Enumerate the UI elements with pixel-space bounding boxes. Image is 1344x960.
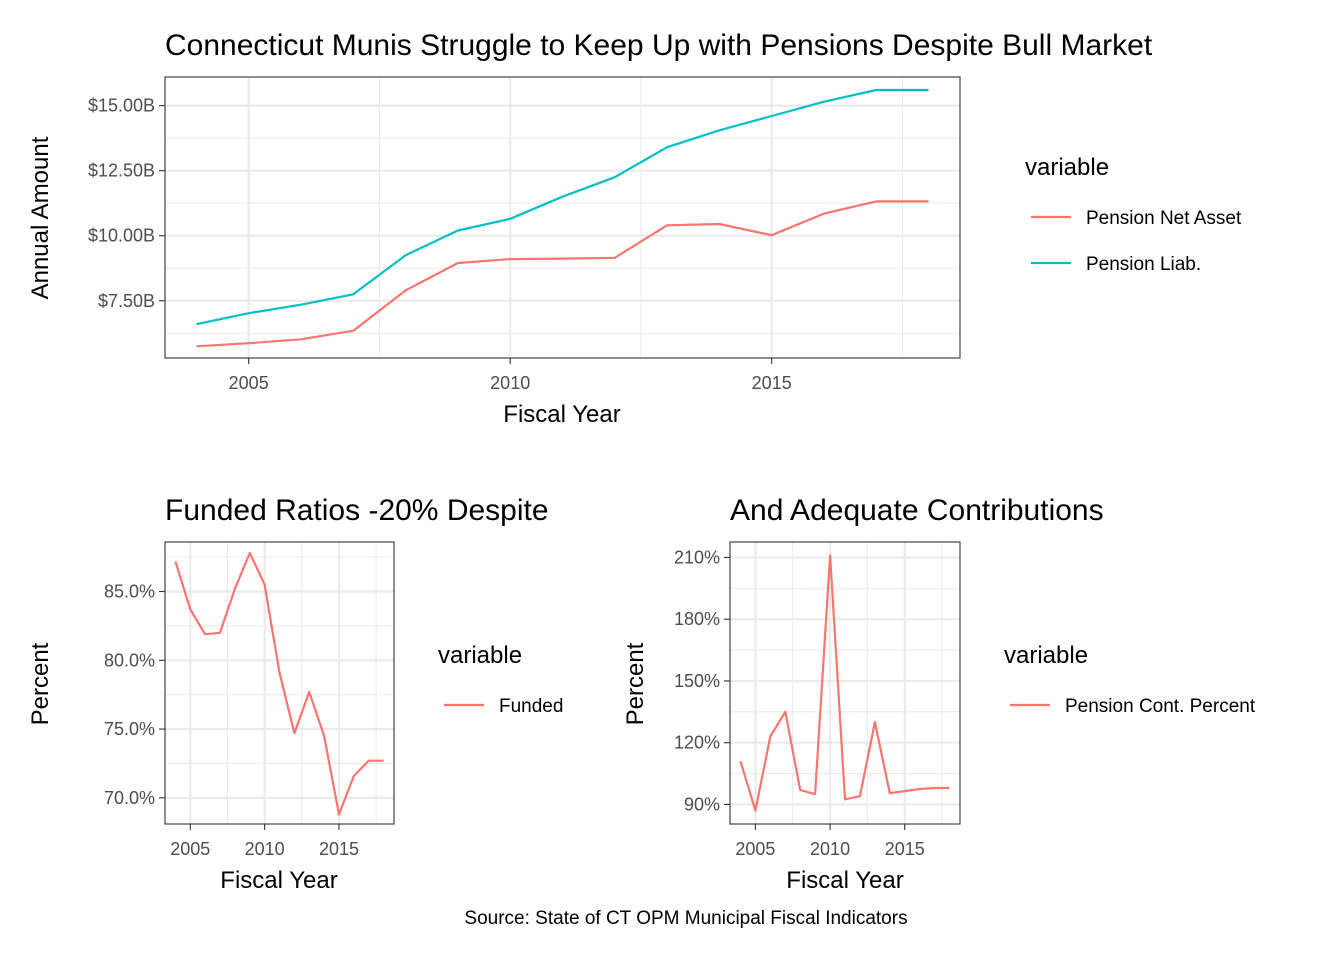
y-tick-label: 85.0% <box>104 582 155 602</box>
panel-pension-amounts: Connecticut Munis Struggle to Keep Up wi… <box>27 29 1242 428</box>
panel-funded-ratios: Funded Ratios -20% Despite 70.0% 75.0% 80.… <box>27 494 563 894</box>
plot-series <box>739 554 950 812</box>
x-tick-label: 2005 <box>170 839 210 859</box>
plot-series <box>196 88 929 348</box>
legend-title: variable <box>438 642 522 669</box>
axis-ticks: $7.50B $10.00B $12.50B $15.00B 2005 2010 2015 <box>88 96 792 393</box>
x-axis-title: Fiscal Year <box>786 867 903 894</box>
legend: variable Pension Net Asset Pension Liab. <box>1025 154 1242 275</box>
y-tick-label: 180% <box>674 609 720 629</box>
legend: variable Pension Cont. Percent <box>1004 642 1256 717</box>
y-tick-label: $15.00B <box>88 96 155 116</box>
panel-contributions: And Adequate Contributions 90% 120% 150% 18… <box>622 494 1256 894</box>
y-tick-label: 90% <box>684 794 720 814</box>
x-tick-label: 2015 <box>752 373 792 393</box>
plot-panel-border <box>164 76 961 359</box>
source-caption: Source: State of CT OPM Municipal Fiscal… <box>464 908 907 929</box>
legend-title: variable <box>1004 642 1088 669</box>
x-tick-label: 2010 <box>245 839 285 859</box>
chart-title: And Adequate Contributions <box>730 494 1104 527</box>
x-axis-title: Fiscal Year <box>503 401 620 428</box>
y-tick-label: $7.50B <box>98 291 155 311</box>
y-axis-title: Annual Amount <box>27 136 54 299</box>
plot-grid <box>730 542 960 824</box>
y-tick-label: 80.0% <box>104 650 155 670</box>
chart-title: Connecticut Munis Struggle to Keep Up wi… <box>165 29 1153 62</box>
y-tick-label: 210% <box>674 547 720 567</box>
legend-label-pension-cont-percent: Pension Cont. Percent <box>1065 696 1256 717</box>
plot-background <box>730 542 960 824</box>
plot-background <box>165 77 960 358</box>
plot-grid <box>165 542 394 824</box>
plot-background <box>165 542 394 824</box>
plot-panel-border <box>729 541 961 825</box>
y-tick-label: $10.00B <box>88 226 155 246</box>
legend-label-funded: Funded <box>499 696 563 717</box>
axis-ticks: 70.0% 75.0% 80.0% 85.0% 2005 2010 2015 <box>104 582 359 859</box>
y-tick-label: 75.0% <box>104 719 155 739</box>
x-tick-label: 2005 <box>735 839 775 859</box>
series-line-pension-net-asset <box>196 200 929 348</box>
series-line-pension-liab <box>196 88 929 326</box>
x-tick-label: 2015 <box>885 839 925 859</box>
x-axis-title: Fiscal Year <box>220 867 337 894</box>
y-axis-title: Percent <box>27 642 54 725</box>
x-tick-label: 2015 <box>319 839 359 859</box>
y-tick-label: $12.50B <box>88 161 155 181</box>
plot-series <box>174 551 384 816</box>
x-tick-label: 2010 <box>810 839 850 859</box>
axis-ticks: 90% 120% 150% 180% 210% 2005 2010 2015 <box>674 547 925 859</box>
plot-panel-border <box>164 541 395 825</box>
y-tick-label: 150% <box>674 671 720 691</box>
chart-title: Funded Ratios -20% Despite <box>165 494 549 527</box>
series-line-funded <box>174 551 384 816</box>
plot-grid <box>165 77 960 358</box>
legend-title: variable <box>1025 154 1109 181</box>
legend-label-pension-liab: Pension Liab. <box>1086 254 1201 275</box>
y-tick-label: 120% <box>674 733 720 753</box>
series-line-pension-cont-percent <box>739 554 950 812</box>
legend-label-pension-net-asset: Pension Net Asset <box>1086 208 1242 229</box>
legend: variable Funded <box>438 642 563 717</box>
x-tick-label: 2010 <box>490 373 530 393</box>
y-tick-label: 70.0% <box>104 788 155 808</box>
x-tick-label: 2005 <box>229 373 269 393</box>
y-axis-title: Percent <box>622 642 649 725</box>
